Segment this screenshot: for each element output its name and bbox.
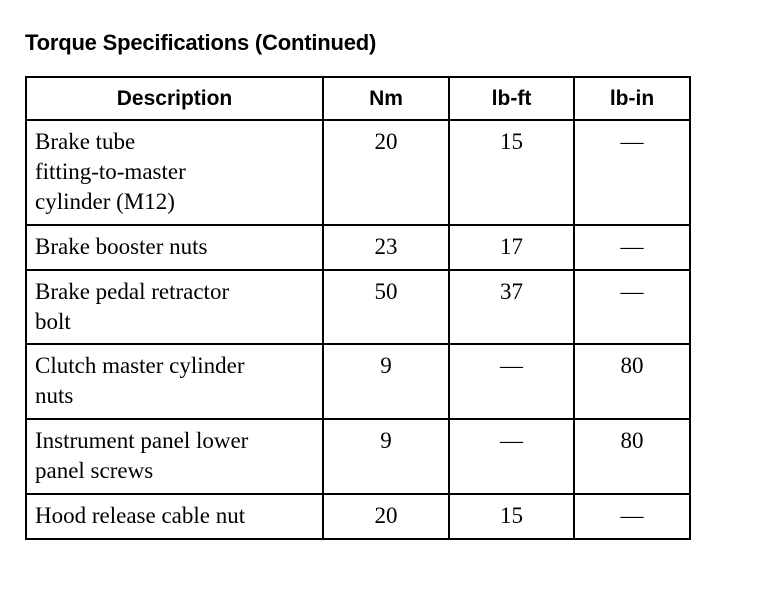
header-lb-in: lb-in xyxy=(573,76,691,121)
header-lb-ft: lb-ft xyxy=(448,76,575,121)
page-title: Torque Specifications (Continued) xyxy=(25,30,377,55)
cell-description: Instrument panel lower panel screws xyxy=(25,418,324,495)
cell-description: Brake tube fitting-to-master cylinder (M… xyxy=(25,119,324,226)
torque-spec-table: Description Nm lb-ft lb-in Brake tube fi… xyxy=(25,76,691,540)
cell-description: Brake pedal retractor bolt xyxy=(25,269,324,345)
table-header-row: Description Nm lb-ft lb-in xyxy=(25,76,691,121)
table-row: Brake pedal retractor bolt 50 37 — xyxy=(25,269,691,345)
cell-description: Clutch master cylinder nuts xyxy=(25,343,324,420)
cell-lb-in: 80 xyxy=(573,343,691,420)
cell-nm: 9 xyxy=(322,418,450,495)
table-row: Clutch master cylinder nuts 9 — 80 xyxy=(25,343,691,420)
table-row: Instrument panel lower panel screws 9 — … xyxy=(25,418,691,495)
cell-lb-in: — xyxy=(573,493,691,540)
header-description: Description xyxy=(25,76,324,121)
cell-nm: 23 xyxy=(322,224,450,271)
cell-lb-ft: 17 xyxy=(448,224,575,271)
cell-nm: 9 xyxy=(322,343,450,420)
cell-lb-ft: 15 xyxy=(448,119,575,226)
cell-lb-ft: 15 xyxy=(448,493,575,540)
header-nm: Nm xyxy=(322,76,450,121)
cell-lb-ft: 37 xyxy=(448,269,575,345)
table-row: Hood release cable nut 20 15 — xyxy=(25,493,691,540)
cell-nm: 20 xyxy=(322,493,450,540)
cell-lb-in: — xyxy=(573,269,691,345)
cell-lb-in: — xyxy=(573,119,691,226)
cell-lb-ft: — xyxy=(448,343,575,420)
cell-lb-in: 80 xyxy=(573,418,691,495)
cell-description: Hood release cable nut xyxy=(25,493,324,540)
cell-lb-in: — xyxy=(573,224,691,271)
table-row: Brake booster nuts 23 17 — xyxy=(25,224,691,271)
cell-description: Brake booster nuts xyxy=(25,224,324,271)
table-row: Brake tube fitting-to-master cylinder (M… xyxy=(25,119,691,226)
cell-lb-ft: — xyxy=(448,418,575,495)
cell-nm: 50 xyxy=(322,269,450,345)
cell-nm: 20 xyxy=(322,119,450,226)
